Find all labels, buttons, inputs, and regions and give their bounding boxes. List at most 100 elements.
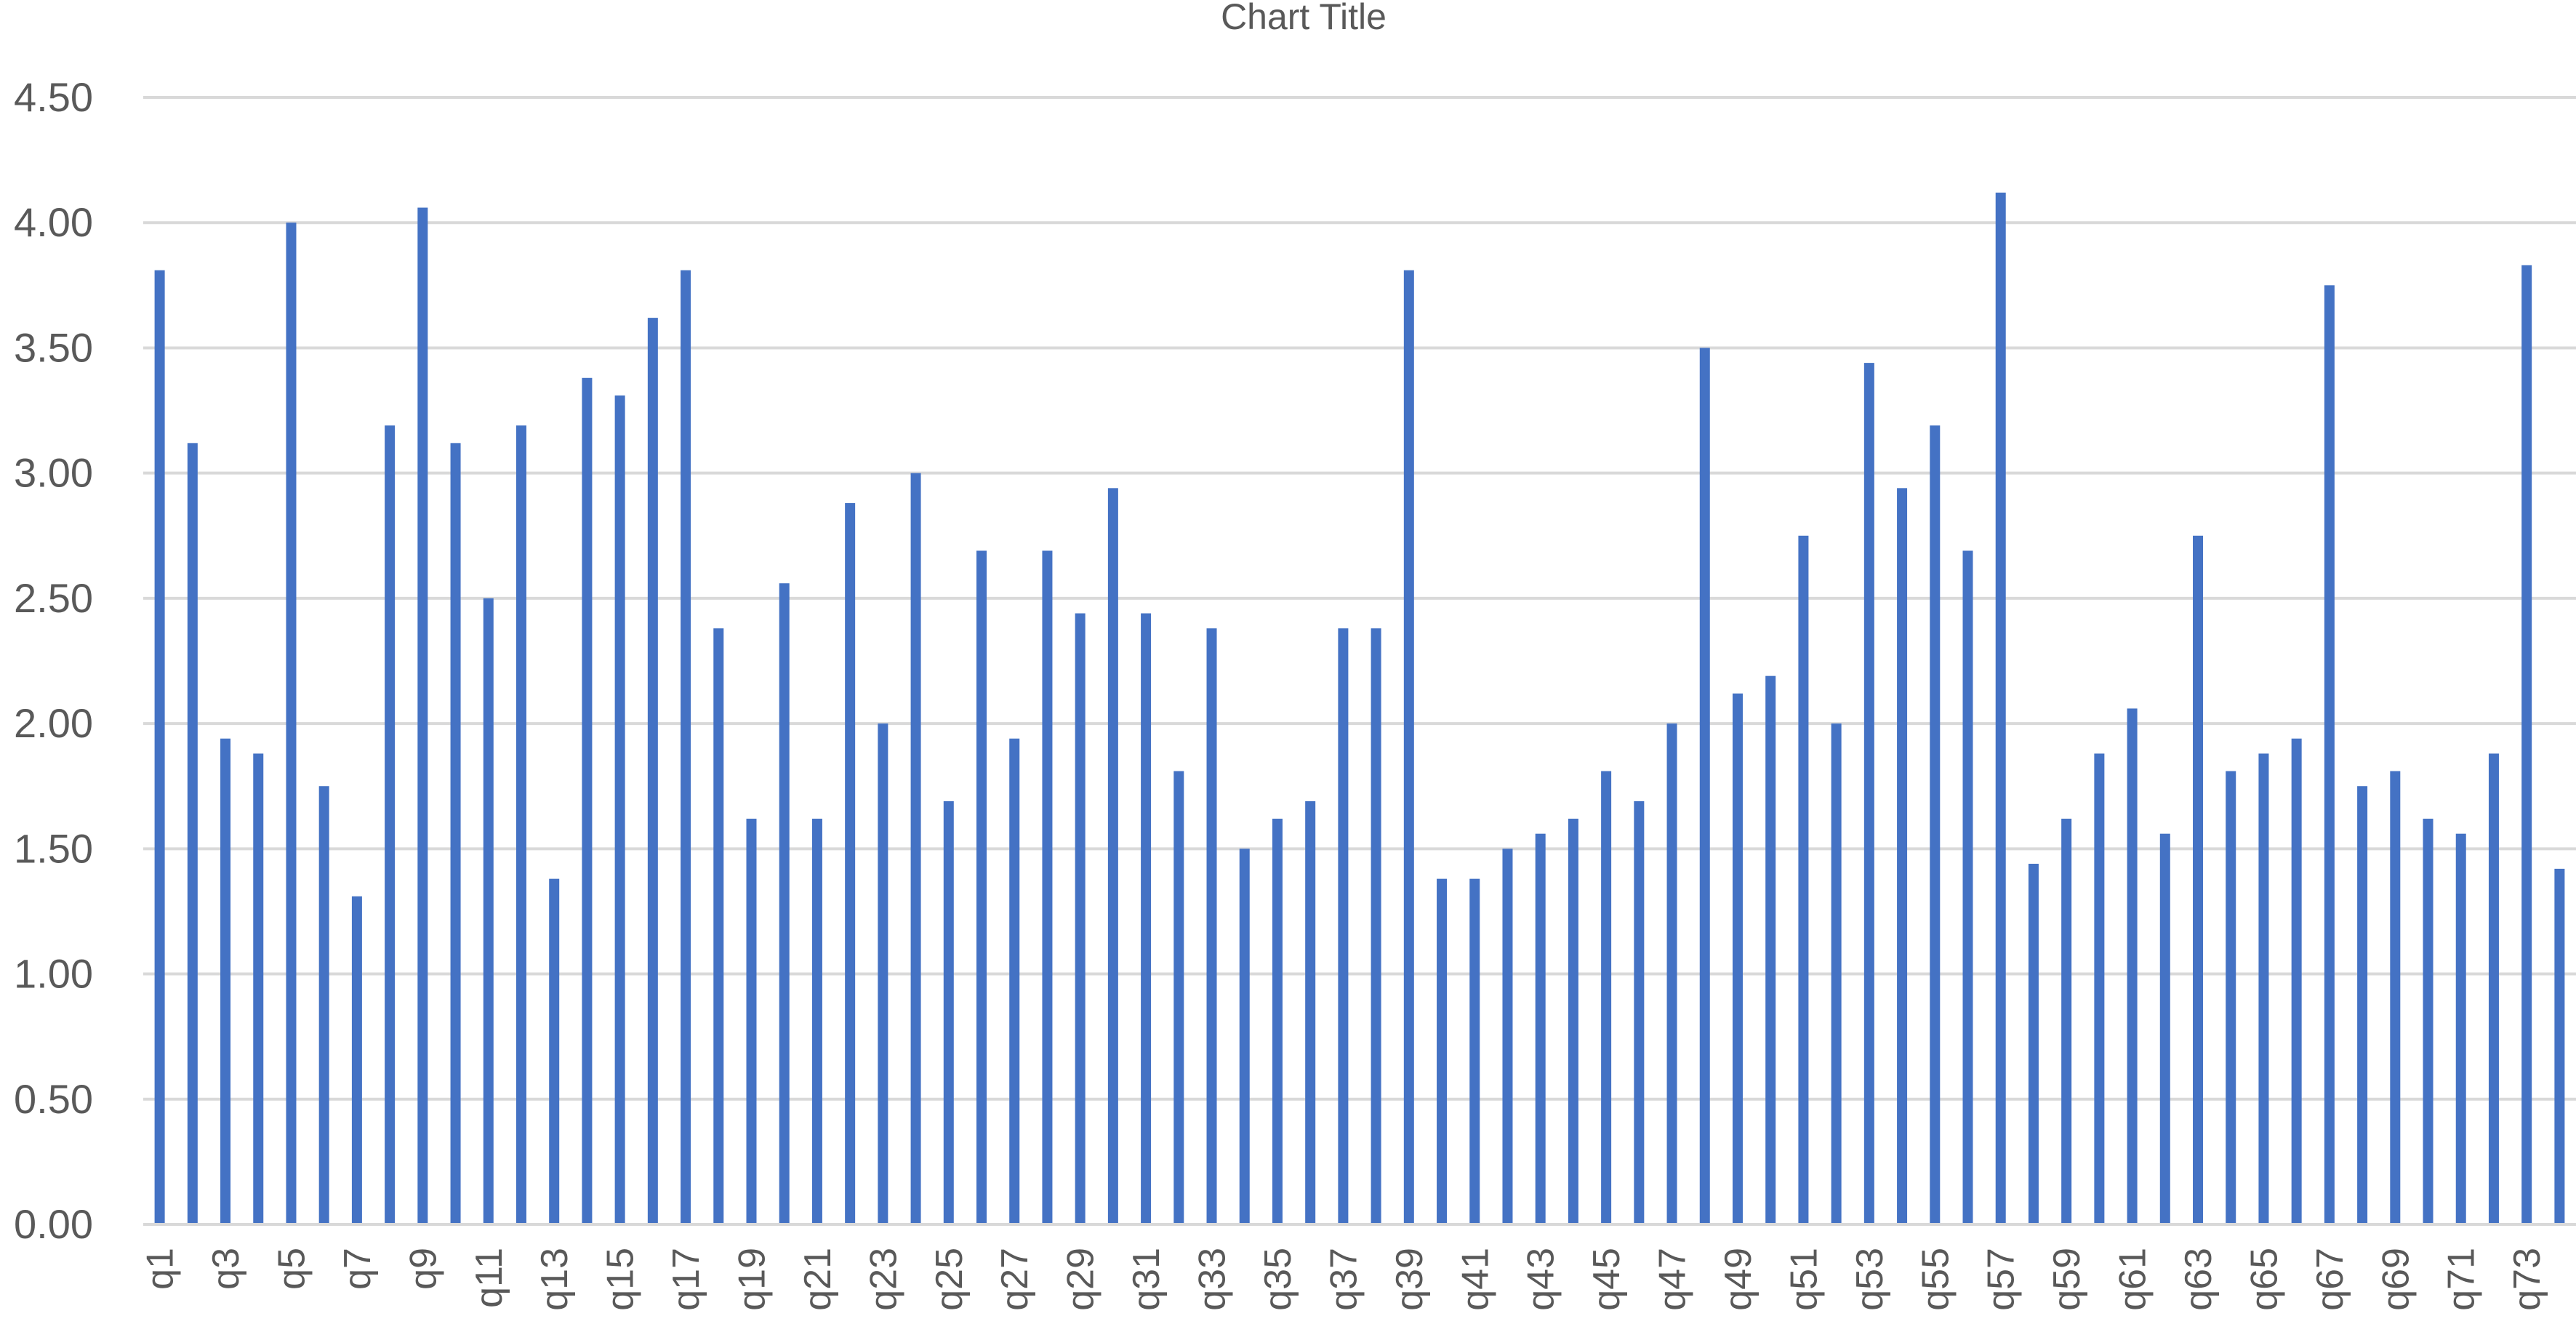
bar-q17 — [681, 270, 691, 1225]
bar-q24 — [910, 473, 921, 1224]
bar-q8 — [385, 425, 396, 1225]
x-tick-label-q9: q9 — [402, 1248, 444, 1290]
bar-q58 — [2028, 864, 2039, 1224]
x-tick-label-q19: q19 — [731, 1248, 774, 1311]
bar-q30 — [1107, 488, 1118, 1224]
x-tick-label-q69: q69 — [2375, 1248, 2417, 1311]
y-tick-label: 0.50 — [14, 1076, 93, 1122]
bar-q29 — [1075, 613, 1086, 1224]
bar-q59 — [2061, 819, 2072, 1224]
bar-q1 — [154, 270, 165, 1225]
bar-q37 — [1338, 628, 1349, 1224]
x-axis-ticks: q1 q3 q5 q7 q9 q11 q13 q15 q17 q19 q21 q23 q25 q27 q29… — [140, 1248, 2549, 1311]
x-tick-label-q49: q49 — [1717, 1248, 1760, 1311]
bar-q39 — [1403, 270, 1414, 1225]
bar-q15 — [614, 395, 625, 1224]
x-tick-label-q71: q71 — [2441, 1248, 2483, 1311]
x-tick-label-q41: q41 — [1454, 1248, 1496, 1311]
bar-q56 — [1962, 550, 1973, 1224]
bar-q22 — [845, 503, 856, 1224]
bar-q72 — [2488, 753, 2499, 1224]
bar-q42 — [1502, 848, 1513, 1224]
bar-q45 — [1601, 771, 1612, 1224]
bar-q19 — [746, 819, 757, 1224]
bar-q5 — [286, 222, 297, 1225]
bar-q6 — [318, 786, 329, 1224]
y-axis-ticks: 0.00 0.50 1.00 1.50 2.00 2.50 3.00 3.50 4.00 4.50 — [14, 74, 93, 1247]
x-tick-label-q39: q39 — [1389, 1248, 1431, 1311]
x-tick-label-q3: q3 — [205, 1248, 247, 1290]
bar-q38 — [1371, 628, 1381, 1224]
bar-q27 — [1009, 738, 1020, 1224]
x-tick-label-q1: q1 — [140, 1248, 182, 1290]
bar-q7 — [351, 896, 362, 1224]
bar-q31 — [1141, 613, 1152, 1224]
x-tick-label-q17: q17 — [665, 1248, 707, 1311]
x-tick-label-q63: q63 — [2178, 1248, 2220, 1311]
bar-q43 — [1535, 833, 1546, 1224]
x-tick-label-q27: q27 — [994, 1248, 1036, 1311]
x-tick-label-q57: q57 — [1981, 1248, 2023, 1311]
y-tick-label: 4.00 — [14, 199, 93, 245]
bar-q74 — [2554, 868, 2565, 1224]
x-tick-label-q53: q53 — [1849, 1248, 1891, 1311]
bar-q33 — [1206, 628, 1217, 1224]
x-tick-label-q15: q15 — [600, 1248, 642, 1311]
bar-q73 — [2521, 265, 2532, 1224]
bar-q49 — [1732, 693, 1743, 1224]
x-tick-label-q59: q59 — [2046, 1248, 2088, 1311]
bar-q26 — [976, 550, 987, 1224]
bar-q44 — [1568, 819, 1578, 1224]
x-tick-label-q67: q67 — [2309, 1248, 2351, 1311]
x-tick-label-q73: q73 — [2506, 1248, 2548, 1311]
bar-q62 — [2159, 833, 2170, 1224]
bar-q61 — [2127, 708, 2138, 1224]
gridlines — [143, 96, 2576, 1101]
bar-q25 — [943, 801, 954, 1224]
y-tick-label: 3.00 — [14, 450, 93, 496]
bar-q68 — [2357, 786, 2368, 1224]
bar-q70 — [2423, 819, 2433, 1224]
x-tick-label-q21: q21 — [797, 1248, 839, 1311]
x-tick-label-q5: q5 — [270, 1248, 313, 1290]
bar-q21 — [811, 819, 822, 1224]
x-tick-label-q23: q23 — [862, 1248, 904, 1311]
x-tick-label-q11: q11 — [468, 1248, 510, 1308]
bar-q2 — [187, 443, 198, 1225]
bar-q32 — [1173, 771, 1184, 1224]
bar-q12 — [515, 425, 526, 1225]
bar-q57 — [1995, 192, 2006, 1224]
bar-q4 — [253, 753, 264, 1224]
y-tick-label: 2.50 — [14, 575, 93, 621]
bar-q11 — [483, 598, 494, 1224]
x-tick-label-q7: q7 — [337, 1248, 379, 1290]
y-tick-label: 1.00 — [14, 951, 93, 997]
bar-q41 — [1469, 878, 1480, 1224]
bar-q67 — [2324, 285, 2335, 1224]
x-tick-label-q55: q55 — [1914, 1248, 1957, 1311]
y-tick-label: 0.00 — [14, 1201, 93, 1247]
y-tick-label: 3.50 — [14, 324, 93, 370]
bar-q60 — [2094, 753, 2105, 1224]
bar-q64 — [2226, 771, 2236, 1224]
bar-q13 — [549, 878, 560, 1224]
bar-q51 — [1798, 535, 1809, 1224]
bar-q66 — [2291, 738, 2302, 1224]
bar-q35 — [1272, 819, 1283, 1224]
bar-q28 — [1042, 550, 1053, 1224]
x-tick-label-q37: q37 — [1323, 1248, 1365, 1311]
y-tick-label: 1.50 — [14, 825, 93, 871]
x-tick-label-q51: q51 — [1783, 1248, 1825, 1311]
x-tick-label-q61: q61 — [2112, 1248, 2154, 1311]
x-tick-label-q45: q45 — [1586, 1248, 1628, 1311]
bar-q69 — [2390, 771, 2401, 1224]
x-tick-label-q31: q31 — [1126, 1248, 1168, 1311]
bar-q23 — [878, 723, 888, 1224]
bar-q48 — [1699, 348, 1710, 1224]
bars — [154, 192, 2565, 1225]
bar-q10 — [450, 443, 461, 1225]
chart-title: Chart Title — [1221, 0, 1387, 37]
bar-q9 — [417, 207, 428, 1224]
bar-q20 — [779, 583, 790, 1224]
